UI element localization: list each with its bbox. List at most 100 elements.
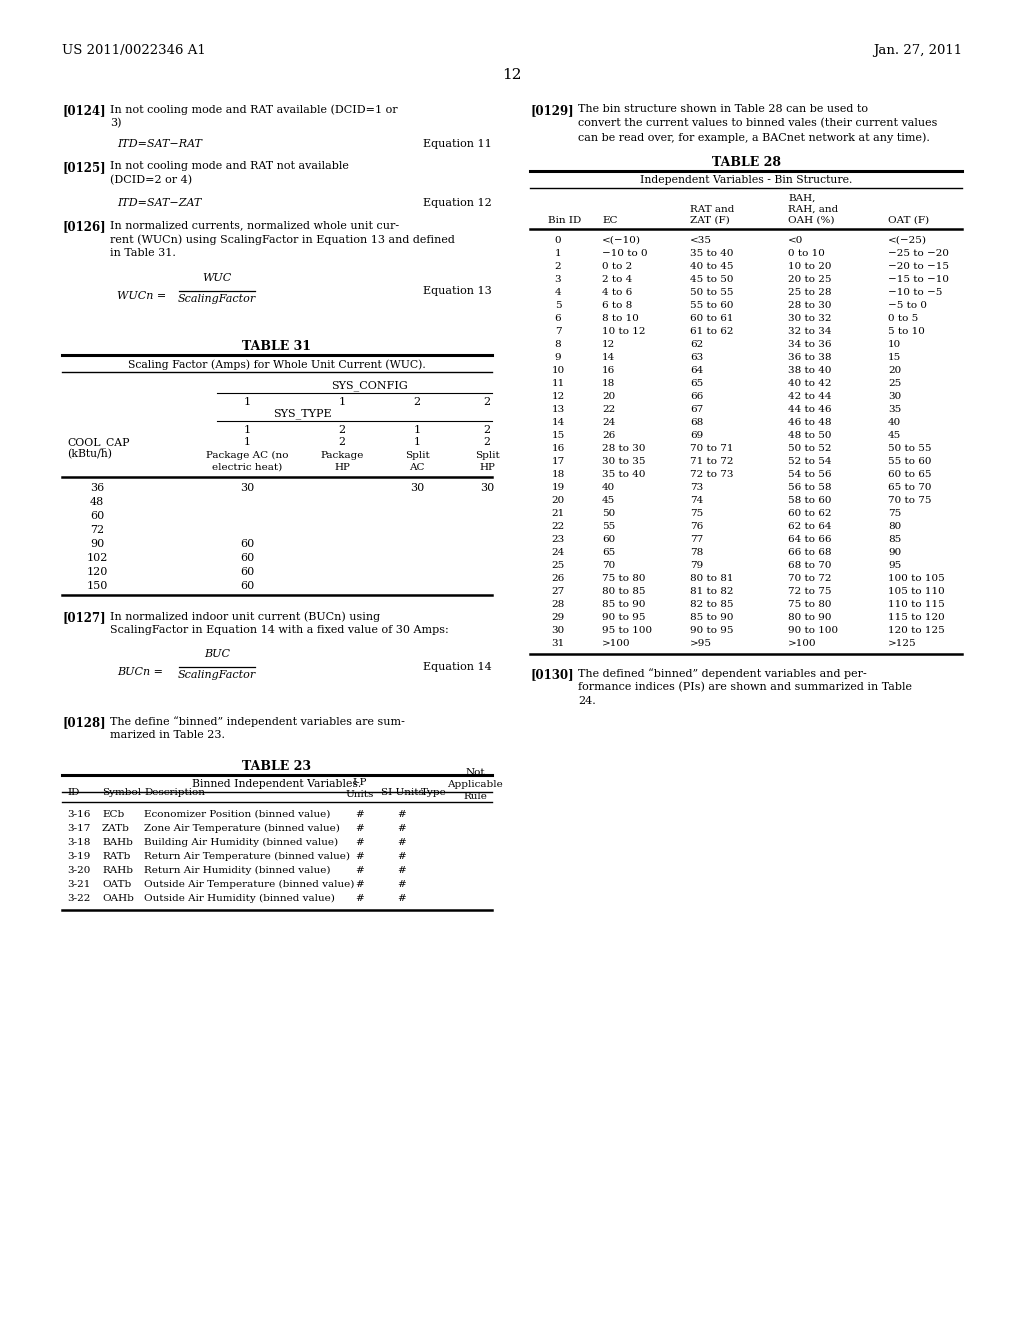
Text: 2 to 4: 2 to 4 (602, 275, 632, 284)
Text: Outside Air Temperature (binned value): Outside Air Temperature (binned value) (144, 880, 354, 890)
Text: 26: 26 (551, 574, 564, 583)
Text: Split: Split (475, 451, 500, 459)
Text: The defined “binned” dependent variables and per-: The defined “binned” dependent variables… (578, 668, 866, 678)
Text: 70: 70 (602, 561, 615, 570)
Text: 28: 28 (551, 601, 564, 609)
Text: #: # (355, 880, 365, 888)
Text: 77: 77 (690, 535, 703, 544)
Text: #: # (355, 824, 365, 833)
Text: #: # (397, 894, 407, 903)
Text: ID: ID (67, 788, 80, 797)
Text: 18: 18 (602, 379, 615, 388)
Text: 35 to 40: 35 to 40 (690, 249, 733, 257)
Text: In not cooling mode and RAT available (DCID=1 or: In not cooling mode and RAT available (D… (110, 104, 397, 115)
Text: ScalingFactor: ScalingFactor (178, 294, 256, 304)
Text: I-P: I-P (352, 777, 368, 787)
Text: 50 to 55: 50 to 55 (888, 444, 932, 453)
Text: RAH, and: RAH, and (788, 205, 839, 214)
Text: #: # (397, 810, 407, 818)
Text: In normalized indoor unit current (BUCn) using: In normalized indoor unit current (BUCn)… (110, 611, 380, 622)
Text: 70 to 72: 70 to 72 (788, 574, 831, 583)
Text: 79: 79 (690, 561, 703, 570)
Text: Building Air Humidity (binned value): Building Air Humidity (binned value) (144, 838, 338, 847)
Text: 22: 22 (551, 521, 564, 531)
Text: 0 to 10: 0 to 10 (788, 249, 825, 257)
Text: Economizer Position (binned value): Economizer Position (binned value) (144, 810, 331, 818)
Text: 24: 24 (551, 548, 564, 557)
Text: 115 to 120: 115 to 120 (888, 612, 945, 622)
Text: WUC: WUC (203, 273, 231, 282)
Text: 50 to 52: 50 to 52 (788, 444, 831, 453)
Text: 60 to 61: 60 to 61 (690, 314, 733, 323)
Text: Description: Description (144, 788, 205, 797)
Text: 1: 1 (339, 397, 345, 407)
Text: Symbol: Symbol (102, 788, 141, 797)
Text: 6: 6 (555, 314, 561, 323)
Text: HP: HP (479, 463, 495, 473)
Text: 19: 19 (551, 483, 564, 492)
Text: 10: 10 (888, 341, 901, 348)
Text: 71 to 72: 71 to 72 (690, 457, 733, 466)
Text: Scaling Factor (Amps) for Whole Unit Current (WUC).: Scaling Factor (Amps) for Whole Unit Cur… (128, 359, 426, 370)
Text: electric heat): electric heat) (212, 463, 283, 473)
Text: 25 to 28: 25 to 28 (788, 288, 831, 297)
Text: Applicable: Applicable (447, 780, 503, 789)
Text: 40 to 42: 40 to 42 (788, 379, 831, 388)
Text: 25: 25 (551, 561, 564, 570)
Text: 25: 25 (888, 379, 901, 388)
Text: SYS_CONFIG: SYS_CONFIG (331, 380, 408, 391)
Text: 18: 18 (551, 470, 564, 479)
Text: 30: 30 (480, 483, 495, 492)
Text: 2: 2 (339, 437, 345, 447)
Text: 1: 1 (414, 425, 421, 436)
Text: >100: >100 (788, 639, 816, 648)
Text: 30: 30 (551, 626, 564, 635)
Text: Independent Variables - Bin Structure.: Independent Variables - Bin Structure. (640, 176, 852, 185)
Text: #: # (355, 894, 365, 903)
Text: 48 to 50: 48 to 50 (788, 432, 831, 440)
Text: [0130]: [0130] (530, 668, 573, 681)
Text: 35 to 40: 35 to 40 (602, 470, 645, 479)
Text: 8: 8 (555, 341, 561, 348)
Text: −20 to −15: −20 to −15 (888, 261, 949, 271)
Text: 64 to 66: 64 to 66 (788, 535, 831, 544)
Text: [0124]: [0124] (62, 104, 105, 117)
Text: <35: <35 (690, 236, 712, 246)
Text: 30: 30 (410, 483, 424, 492)
Text: 36 to 38: 36 to 38 (788, 352, 831, 362)
Text: >100: >100 (602, 639, 631, 648)
Text: 3-17: 3-17 (67, 824, 90, 833)
Text: 21: 21 (551, 510, 564, 517)
Text: 3): 3) (110, 117, 122, 128)
Text: 56 to 58: 56 to 58 (788, 483, 831, 492)
Text: 35: 35 (888, 405, 901, 414)
Text: Equation 11: Equation 11 (423, 139, 492, 149)
Text: #: # (397, 838, 407, 847)
Text: 12: 12 (602, 341, 615, 348)
Text: 72: 72 (90, 525, 104, 535)
Text: 55: 55 (602, 521, 615, 531)
Text: 50 to 55: 50 to 55 (690, 288, 733, 297)
Text: 24.: 24. (578, 696, 596, 706)
Text: 15: 15 (551, 432, 564, 440)
Text: 150: 150 (86, 581, 108, 591)
Text: 68: 68 (690, 418, 703, 426)
Text: US 2011/0022346 A1: US 2011/0022346 A1 (62, 44, 206, 57)
Text: 60: 60 (240, 568, 254, 577)
Text: 85 to 90: 85 to 90 (690, 612, 733, 622)
Text: The bin structure shown in Table 28 can be used to: The bin structure shown in Table 28 can … (578, 104, 868, 114)
Text: 11: 11 (551, 379, 564, 388)
Text: 0: 0 (555, 236, 561, 246)
Text: [0126]: [0126] (62, 220, 105, 234)
Text: Equation 14: Equation 14 (423, 663, 492, 672)
Text: (DCID=2 or 4): (DCID=2 or 4) (110, 176, 193, 185)
Text: 45 to 50: 45 to 50 (690, 275, 733, 284)
Text: 82 to 85: 82 to 85 (690, 601, 733, 609)
Text: Bin ID: Bin ID (548, 216, 582, 224)
Text: (kBtu/h): (kBtu/h) (67, 449, 112, 459)
Text: rent (WUCn) using ScalingFactor in Equation 13 and defined: rent (WUCn) using ScalingFactor in Equat… (110, 234, 455, 244)
Text: 60: 60 (240, 539, 254, 549)
Text: #: # (355, 866, 365, 875)
Text: Binned Independent Variables.: Binned Independent Variables. (193, 779, 361, 789)
Text: convert the current values to binned vales (their current values: convert the current values to binned val… (578, 117, 937, 128)
